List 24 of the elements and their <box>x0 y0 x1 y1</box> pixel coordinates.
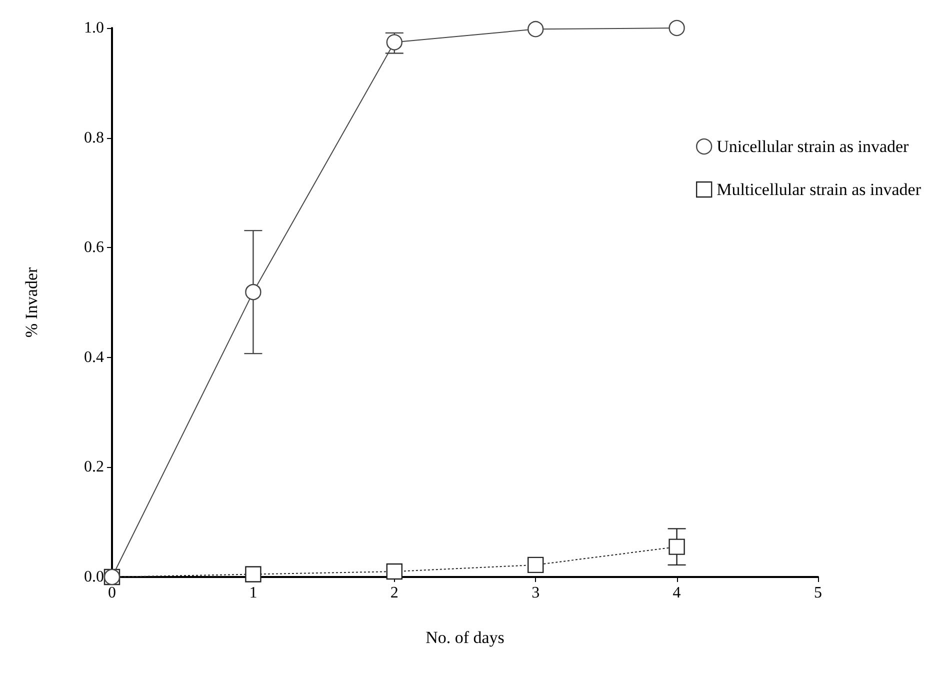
point <box>386 34 402 50</box>
point <box>668 20 685 36</box>
y-tick-label: 0.8 <box>84 129 104 146</box>
legend-label: Unicellular strain as invader <box>716 137 910 156</box>
x-tick-label: 0 <box>108 584 116 602</box>
x-axis-title: No. of days <box>426 628 504 647</box>
y-tick-label: 0.4 <box>84 348 104 366</box>
x-tick-label: 4 <box>672 584 681 602</box>
y-tick-label: 0.0 <box>84 568 104 586</box>
x-tick-label: 1 <box>249 584 258 602</box>
x-tick-label: 5 <box>814 584 822 602</box>
point <box>245 566 262 582</box>
y-tick-label: 0.2 <box>84 458 104 476</box>
x-tick-label: 2 <box>390 584 398 602</box>
point <box>528 21 544 38</box>
y-axis-title: % Invader <box>22 267 41 338</box>
point <box>528 556 544 574</box>
point <box>386 563 402 580</box>
point <box>245 284 262 300</box>
y-tick-label: 0.6 <box>84 239 104 256</box>
x-tick-label: 3 <box>532 584 540 602</box>
point <box>668 538 685 555</box>
legend-label: Multicellular strain as invader <box>716 180 922 199</box>
y-tick-label: 1.0 <box>84 20 104 36</box>
